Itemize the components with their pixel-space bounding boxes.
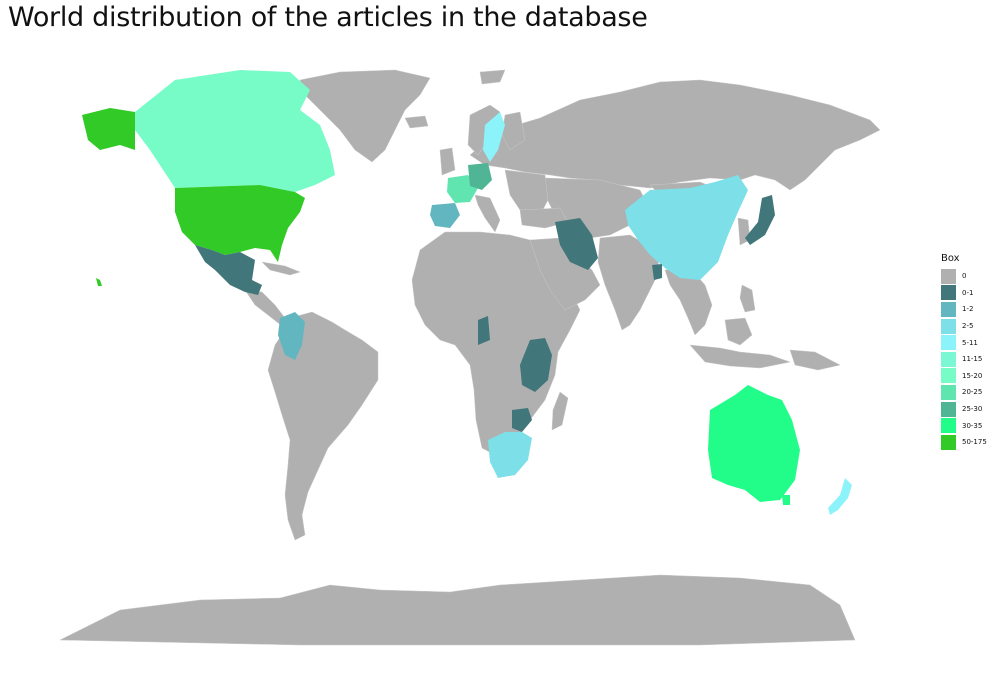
legend-label: 30-35 bbox=[962, 421, 983, 430]
land-europe-east bbox=[504, 169, 549, 216]
land-antarctica bbox=[59, 574, 856, 646]
legend: Box 0 0-1 1-2 2-5 5-11 11-15 15-20 20-25 25-30 30… bbox=[941, 253, 997, 451]
land-uk bbox=[439, 147, 456, 176]
legend-item: 1-2 bbox=[941, 301, 997, 318]
legend-swatch bbox=[941, 401, 956, 417]
country-bangladesh bbox=[652, 264, 662, 280]
legend-swatch bbox=[941, 268, 956, 284]
legend-item: 2-5 bbox=[941, 318, 997, 335]
legend-label: 15-20 bbox=[962, 371, 983, 380]
land-no-data bbox=[59, 69, 881, 646]
legend-item: 30-35 bbox=[941, 417, 997, 434]
legend-item: 5-11 bbox=[941, 334, 997, 351]
legend-swatch bbox=[941, 335, 956, 351]
legend-label: 20-25 bbox=[962, 388, 983, 397]
land-south-america bbox=[267, 311, 379, 541]
land-svalbard bbox=[479, 69, 506, 85]
legend-items: 0 0-1 1-2 2-5 5-11 11-15 15-20 20-25 25-30 30-35 5… bbox=[941, 268, 997, 451]
country-mexico bbox=[195, 245, 262, 295]
legend-swatch bbox=[941, 368, 956, 384]
country-tasmania bbox=[782, 495, 790, 505]
legend-item: 11-15 bbox=[941, 351, 997, 368]
legend-swatch bbox=[941, 301, 956, 317]
land-italy bbox=[474, 194, 501, 233]
country-usa bbox=[175, 185, 305, 262]
map-title: World distribution of the articles in th… bbox=[8, 2, 648, 33]
land-cuba bbox=[261, 261, 301, 276]
country-south-africa bbox=[488, 432, 532, 478]
legend-label: 2-5 bbox=[962, 322, 974, 331]
legend-label: 25-30 bbox=[962, 405, 983, 414]
land-new-guinea bbox=[789, 349, 841, 371]
legend-swatch bbox=[941, 384, 956, 400]
country-zimbabwe bbox=[512, 408, 532, 432]
legend-label: 1-2 bbox=[962, 305, 974, 314]
legend-swatch bbox=[941, 418, 956, 434]
legend-swatch bbox=[941, 434, 956, 450]
country-hawaii bbox=[96, 278, 102, 286]
legend-item: 15-20 bbox=[941, 368, 997, 385]
country-colombia bbox=[278, 312, 305, 360]
country-sweden bbox=[483, 112, 505, 162]
legend-item: 0 bbox=[941, 268, 997, 285]
land-russia bbox=[469, 79, 881, 191]
legend-swatch bbox=[941, 318, 956, 334]
legend-label: 11-15 bbox=[962, 355, 983, 364]
country-alaska bbox=[82, 108, 135, 150]
legend-label: 5-11 bbox=[962, 338, 978, 347]
land-philippines bbox=[739, 284, 756, 313]
legend-label: 0 bbox=[962, 272, 967, 281]
country-new-zealand bbox=[828, 478, 852, 515]
country-gabon bbox=[478, 316, 490, 345]
land-madagascar bbox=[551, 391, 569, 431]
country-tanzania bbox=[520, 338, 552, 392]
legend-item: 20-25 bbox=[941, 384, 997, 401]
country-china bbox=[625, 175, 748, 280]
legend-item: 0-1 bbox=[941, 285, 997, 302]
legend-item: 25-30 bbox=[941, 401, 997, 418]
country-germany bbox=[468, 163, 492, 190]
country-spain bbox=[430, 203, 460, 228]
legend-swatch bbox=[941, 351, 956, 367]
land-indonesia bbox=[689, 344, 791, 369]
legend-label: 0-1 bbox=[962, 288, 974, 297]
legend-title: Box bbox=[941, 253, 960, 264]
country-australia bbox=[708, 385, 800, 502]
legend-item: 50-175 bbox=[941, 434, 997, 451]
legend-label: 50-175 bbox=[962, 438, 987, 447]
land-greenland bbox=[299, 69, 431, 163]
land-borneo bbox=[724, 317, 753, 346]
country-iran bbox=[555, 218, 598, 270]
land-iceland bbox=[404, 115, 429, 129]
country-canada bbox=[135, 70, 335, 192]
country-japan bbox=[745, 195, 775, 245]
legend-swatch bbox=[941, 285, 956, 301]
